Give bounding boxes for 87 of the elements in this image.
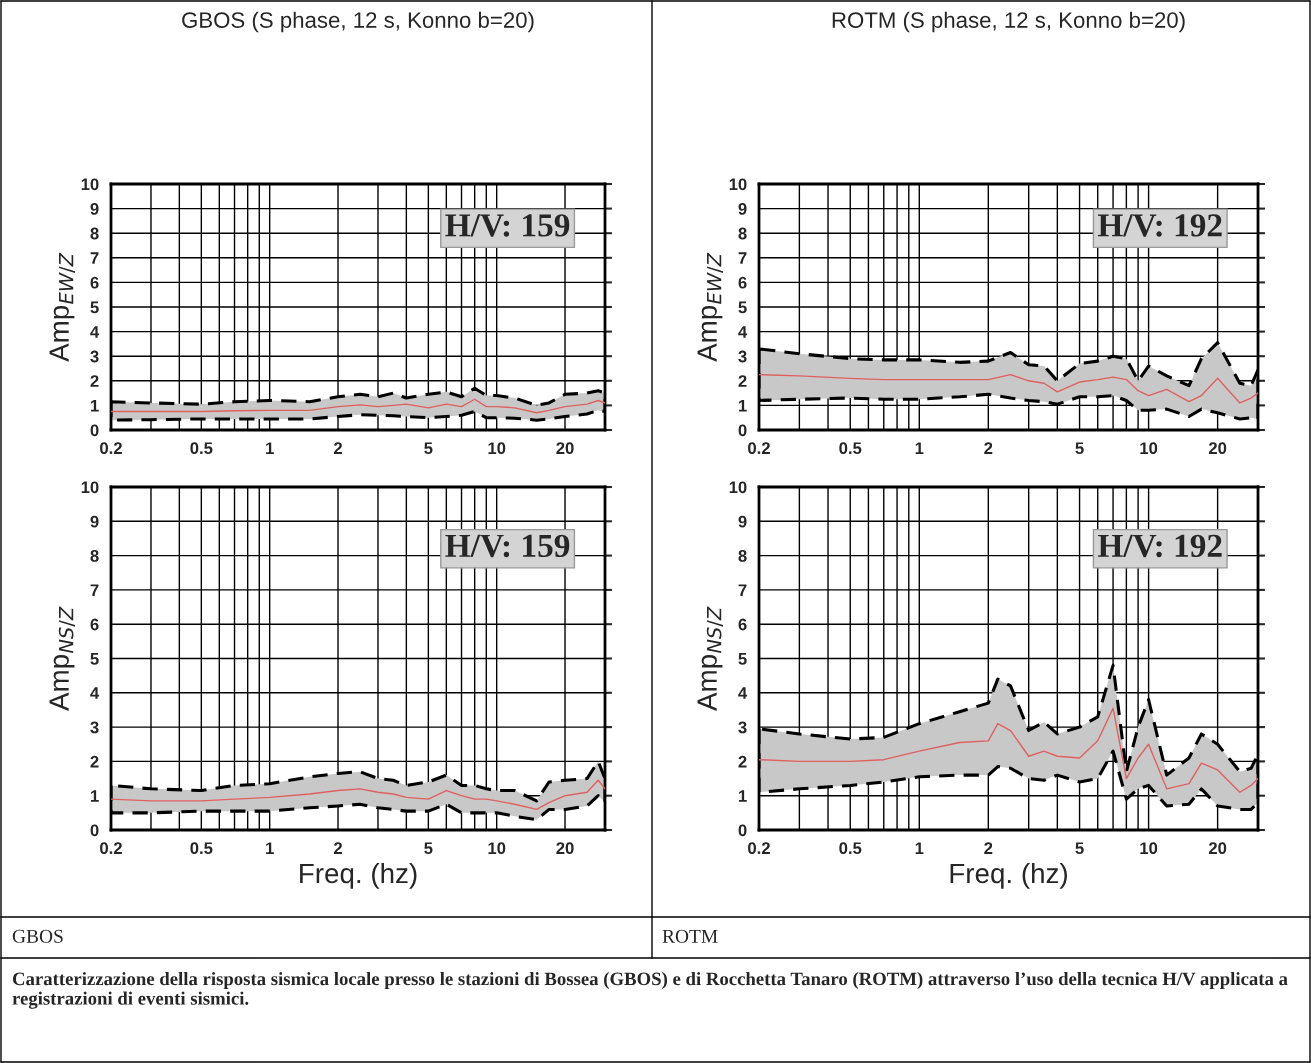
text: Caratterizzazione della risposta sismica locale presso le stazioni di Bossea (GBOS) e di Rocchetta Tanaro (ROTM) attraverso l’uso della tecnica H/V applicata a registrazioni di eventi sismici. (12, 972, 1288, 1009)
x-tick-label: 2 (984, 442, 993, 454)
x-tick-label: 5 (1075, 842, 1084, 855)
y-tick-label: 3 (738, 350, 747, 363)
y-tick-label: 7 (738, 252, 747, 264)
y-tick-label: 2 (738, 375, 747, 387)
y-tick-label: 4 (90, 326, 100, 338)
x-tick-label: 10 (488, 442, 506, 455)
x-tick-label: 10 (1140, 842, 1158, 855)
y-tick-label: 3 (90, 350, 99, 363)
y-tick-label: 1 (738, 790, 747, 802)
y-axis-title: Amp$_{EW/Z}$ (49, 252, 76, 362)
x-tick-label: 1 (266, 442, 274, 454)
y-tick-label: 1 (90, 790, 99, 802)
y-tick-label: 1 (738, 399, 747, 412)
y-tick-label: 9 (90, 515, 99, 528)
y-axis-title: Amp$_{NS/Z}$ (49, 606, 76, 711)
x-axis-title: Freq. (hz) (300, 862, 417, 889)
y-tick-label: 3 (90, 721, 99, 734)
y-tick-label: 8 (90, 550, 99, 562)
y-tick-label: 2 (738, 755, 747, 768)
y-tick-label: 6 (738, 618, 747, 631)
y-tick-label: 9 (738, 203, 747, 215)
x-tick-label: 20 (1208, 442, 1227, 455)
annotation: H/V: 192 (1097, 214, 1222, 237)
y-tick-label: 5 (738, 301, 747, 314)
y-tick-label: 0 (90, 824, 99, 837)
x-tick-label: 1 (915, 442, 924, 454)
y-tick-label: 0 (738, 824, 747, 837)
y-tick-label: 5 (90, 301, 99, 314)
y-tick-label: 2 (90, 375, 99, 387)
y-tick-label: 3 (738, 721, 747, 734)
y-tick-label: 9 (738, 515, 747, 528)
x-tick-label: 5 (424, 842, 433, 855)
x-tick-label: 20 (556, 842, 574, 855)
chart-title: GBOS (S phase, 12 s, Konno b=20) (182, 11, 534, 33)
x-tick-label: 5 (1075, 442, 1084, 455)
annotation: H/V: 159 (445, 534, 570, 558)
y-tick-label: 7 (738, 584, 747, 596)
y-tick-label: 6 (738, 276, 747, 289)
y-tick-label: 8 (738, 550, 747, 562)
y-tick-label: 0 (738, 424, 747, 437)
y-tick-label: 1 (90, 399, 99, 412)
x-tick-label: 0.5 (190, 842, 213, 855)
y-tick-label: 10 (729, 481, 747, 494)
x-tick-label: 2 (333, 442, 342, 454)
y-tick-label: 10 (729, 178, 747, 191)
y-tick-label: 4 (738, 687, 748, 699)
y-tick-label: 7 (90, 252, 99, 264)
x-tick-label: 0.2 (748, 442, 770, 455)
y-tick-label: 6 (90, 276, 99, 289)
y-tick-label: 9 (90, 203, 99, 215)
x-tick-label: 10 (1140, 442, 1158, 455)
text: GBOS (12, 929, 63, 943)
y-tick-label: 6 (90, 618, 99, 631)
x-tick-label: 20 (556, 442, 574, 455)
x-tick-label: 0.2 (100, 842, 122, 855)
y-tick-label: 8 (90, 227, 99, 240)
y-tick-label: 10 (81, 481, 99, 494)
y-tick-label: 5 (738, 653, 747, 665)
y-tick-label: 0 (90, 424, 99, 437)
x-tick-label: 1 (915, 842, 924, 854)
y-tick-label: 5 (90, 653, 99, 665)
x-tick-label: 2 (333, 842, 342, 854)
annotation: H/V: 192 (1097, 534, 1222, 558)
y-tick-label: 2 (90, 755, 99, 768)
annotation: H/V: 159 (445, 214, 570, 237)
chart-title: ROTM (S phase, 12 s, Konno b=20) (832, 11, 1185, 33)
y-tick-label: 4 (90, 687, 100, 699)
y-tick-label: 4 (738, 326, 748, 338)
y-axis-title: Amp$_{NS/Z}$ (697, 606, 724, 711)
y-tick-label: 10 (81, 178, 99, 191)
y-tick-label: 8 (738, 227, 747, 240)
x-tick-label: 1 (266, 842, 274, 854)
x-tick-label: 0.5 (839, 842, 862, 855)
x-tick-label: 0.5 (190, 442, 213, 455)
x-tick-label: 0.2 (100, 442, 122, 455)
x-axis-title: Freq. (hz) (950, 862, 1067, 889)
text: ROTM (662, 929, 718, 943)
x-tick-label: 20 (1208, 842, 1227, 855)
x-tick-label: 2 (984, 842, 993, 854)
x-tick-label: 10 (488, 842, 506, 855)
y-axis-title: Amp$_{EW/Z}$ (697, 252, 724, 362)
x-tick-label: 5 (424, 442, 433, 455)
x-tick-label: 0.5 (839, 442, 862, 455)
y-tick-label: 7 (90, 584, 99, 596)
x-tick-label: 0.2 (748, 842, 770, 855)
